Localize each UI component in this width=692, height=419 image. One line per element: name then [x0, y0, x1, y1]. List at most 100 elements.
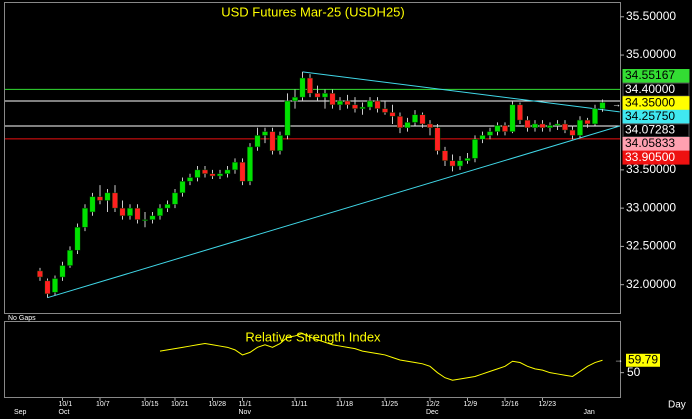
candle-body: [217, 173, 223, 177]
y-tick-label: 35.00000: [626, 47, 676, 61]
candle-body: [344, 100, 351, 106]
y-tick-label: 35.50000: [626, 9, 676, 23]
candle-body: [404, 122, 411, 129]
candle-body: [412, 114, 418, 123]
x-tick-label: 10/7: [96, 401, 110, 408]
x-tick-label: 12/23: [539, 401, 557, 408]
x-tick-label: 10/28: [209, 401, 227, 408]
candle-body: [359, 106, 366, 109]
candle-body: [352, 104, 358, 109]
candle-body: [104, 192, 111, 201]
level-label-box: [622, 137, 690, 151]
y-tick-label: 32.50000: [626, 239, 676, 253]
x-tick-label: 11/11: [291, 401, 308, 408]
candle-body: [149, 215, 156, 220]
level-label-box: [622, 123, 690, 138]
level-label: 34.40000: [625, 82, 675, 96]
candle-body: [172, 192, 178, 205]
trendline: [302, 71, 620, 113]
candle-body: [232, 161, 238, 171]
candle-body: [457, 160, 463, 167]
candle-body: [299, 77, 306, 98]
candle-body: [322, 93, 328, 98]
candle-body: [157, 207, 163, 217]
candle-body: [329, 93, 336, 106]
rsi-arrow: →: [614, 355, 623, 365]
candle-body: [44, 280, 51, 295]
candle-body: [569, 129, 576, 136]
candle-body: [179, 181, 186, 194]
candle-body: [547, 125, 553, 129]
candle-body: [269, 131, 276, 151]
level-label: 34.35000: [625, 95, 675, 109]
candle-body: [517, 104, 523, 121]
candle-body: [464, 158, 471, 161]
candle-body: [194, 169, 201, 178]
candle-body: [247, 146, 253, 182]
candle-body: [52, 278, 58, 293]
candle-body: [142, 219, 148, 221]
month-label: Nov: [239, 409, 252, 416]
candle-body: [134, 207, 141, 220]
rsi-line: [159, 332, 603, 381]
candle-body: [419, 114, 426, 125]
candle-body: [479, 135, 486, 140]
level-label: 34.05833: [625, 136, 675, 150]
candle-body: [502, 125, 508, 132]
candle-body: [449, 160, 456, 167]
y-tick-label: 33.50000: [626, 162, 676, 176]
candle-body: [224, 169, 231, 174]
level-label: 34.25750: [625, 109, 675, 123]
candle-body: [127, 207, 133, 217]
candle-body: [239, 161, 246, 182]
x-tick-label: 10/15: [141, 401, 159, 408]
candle-body: [442, 150, 448, 161]
candle-body: [592, 108, 598, 125]
trendline: [47, 125, 620, 299]
level-label-box: [622, 96, 690, 111]
candle-body: [577, 119, 583, 136]
month-label: Oct: [59, 409, 70, 416]
candle-body: [599, 102, 606, 109]
candle-body: [119, 207, 126, 217]
candle-body: [82, 207, 88, 228]
candle-body: [494, 125, 501, 132]
month-label: Jan: [584, 409, 595, 416]
candle-body: [74, 227, 81, 251]
rsi-panel: [4, 321, 621, 398]
x-tick-label: 12/2: [426, 401, 440, 408]
x-tick-label: 11/25: [381, 401, 398, 408]
period: Day: [668, 400, 686, 411]
chart-title: USD Futures Mar-25 (USDH25): [221, 4, 405, 19]
candle-body: [112, 192, 118, 209]
candle-body: [524, 119, 531, 129]
candle-body: [532, 123, 538, 129]
candle-body: [307, 77, 313, 94]
candle-body: [397, 116, 403, 129]
candle-body: [209, 173, 216, 177]
level-label-box: [622, 69, 690, 83]
y-tick-label: 32.00000: [626, 277, 676, 291]
candle-body: [37, 270, 43, 278]
candle-body: [284, 100, 291, 136]
x-tick-label: 11/18: [336, 401, 353, 408]
candle-body: [427, 123, 433, 129]
candle-body: [187, 177, 193, 182]
candle-body: [487, 131, 493, 136]
candle-body: [292, 96, 298, 102]
level-label: 34.07283: [625, 123, 675, 137]
level-label: 33.90500: [625, 150, 675, 164]
candle-body: [262, 131, 268, 136]
candle-body: [584, 119, 591, 125]
candle-body: [382, 108, 388, 113]
candle-body: [164, 204, 171, 209]
candle-body: [337, 100, 343, 106]
price-panel: [4, 2, 621, 314]
candle-body: [472, 138, 478, 159]
candle-body: [202, 169, 208, 174]
y-tick-label: 33.00000: [626, 200, 676, 214]
price-arrow: →: [612, 99, 621, 109]
candle-body: [367, 100, 373, 108]
